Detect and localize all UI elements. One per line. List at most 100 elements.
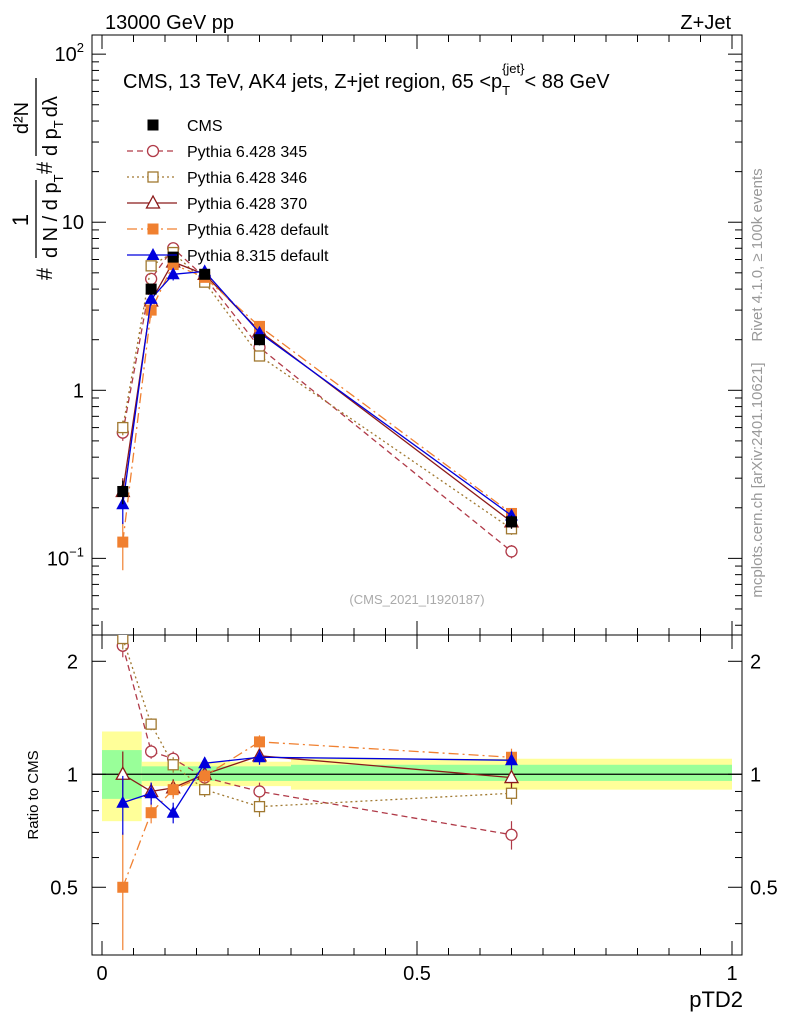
plot-title: CMS, 13 TeV, AK4 jets, Z+jet region, 65 … <box>123 61 610 98</box>
title-tail: < 88 GeV <box>525 71 611 93</box>
main-line-2 <box>122 261 512 523</box>
ylabel-prefix: # <box>32 267 57 280</box>
main-point-1 <box>253 350 266 362</box>
main-y-tick-label: 102 <box>55 40 84 66</box>
ratio-point-3 <box>145 807 157 819</box>
main-point-1 <box>117 421 129 434</box>
ylabel-frac-num: 1 <box>8 214 33 226</box>
legend-label-2: Pythia 6.428 346 <box>187 170 307 187</box>
ratio-point-4 <box>198 756 212 769</box>
title-main: CMS, 13 TeV, AK4 jets, Z+jet region, 65 … <box>123 71 502 93</box>
main-y-axis-label: # 1 d N / d pT # d²N d pTdλ <box>8 78 66 280</box>
data-point <box>254 334 265 346</box>
ratio-y-tick-label-left: 1 <box>67 764 78 786</box>
title-sub: T <box>502 83 510 98</box>
mcplots-source-label: mcplots.cern.ch [arXiv:2401.10621] <box>749 362 766 597</box>
main-point-0 <box>505 545 518 558</box>
ratio-series-layer <box>115 635 520 951</box>
main-line-1 <box>122 251 512 530</box>
ratio-point-1 <box>117 635 129 645</box>
ratio-y-tick-label-right: 0.5 <box>750 877 778 899</box>
ratio-point-4 <box>505 753 518 766</box>
legend-entry-5: Pythia 8.315 default <box>127 248 329 265</box>
main-point-0 <box>144 272 158 286</box>
legend-label-3: Pythia 6.428 370 <box>187 196 307 213</box>
main-line-0 <box>122 247 512 552</box>
legend: CMS Pythia 6.428 345 Pythia 6.428 346 Pythi… <box>127 118 329 265</box>
legend-label-4: Pythia 6.428 default <box>187 222 329 239</box>
ratio-y-tick-label-left: 2 <box>67 651 78 673</box>
main-y-tick-label: 10−1 <box>47 544 84 570</box>
legend-marker-1 <box>146 144 160 158</box>
ratio-point-0 <box>144 745 158 758</box>
ratio-point-0 <box>505 828 518 841</box>
ratio-point-1 <box>167 759 179 771</box>
legend-marker-4 <box>147 223 159 235</box>
ratio-point-3 <box>199 770 211 782</box>
legend-label-0: CMS <box>187 118 223 135</box>
legend-entry-0: CMS <box>147 118 223 135</box>
main-y-tick-label: 10 <box>62 212 84 234</box>
ratio-point-1 <box>253 800 266 813</box>
ratio-panel-frame <box>91 634 743 956</box>
main-point-1 <box>145 260 157 272</box>
ratio-point-3 <box>167 784 179 796</box>
main-point-4 <box>166 267 180 280</box>
data-point <box>117 485 129 497</box>
axis-tick-labels: 10−1 1 10 102 0.5 0.5 1 1 2 2 0 0.5 1 <box>47 40 778 985</box>
legend-marker-2 <box>147 171 159 183</box>
main-line-3 <box>122 263 512 543</box>
main-point-3 <box>167 259 179 271</box>
legend-marker-3 <box>145 194 161 209</box>
legend-entry-4: Pythia 6.428 default <box>127 222 329 239</box>
main-series-layer <box>115 242 520 571</box>
legend-entry-2: Pythia 6.428 346 <box>127 170 307 187</box>
main-point-4 <box>144 291 158 304</box>
ratio-point-4 <box>116 795 130 808</box>
ylabel-frac2-num: d²N <box>11 102 33 134</box>
ratio-y-tick-label-right: 2 <box>750 651 761 673</box>
ratio-point-3 <box>254 736 265 748</box>
main-y-tick-label: 1 <box>73 380 84 402</box>
legend-marker-0 <box>147 119 159 131</box>
legend-label-1: Pythia 6.428 345 <box>187 144 307 161</box>
ratio-point-4 <box>144 786 158 799</box>
legend-entry-1: Pythia 6.428 345 <box>127 144 307 161</box>
ratio-line-0 <box>122 645 512 836</box>
x-axis-label: pTD2 <box>689 987 743 1012</box>
x-tick-label: 0 <box>96 963 107 985</box>
ylabel-mid: # <box>32 161 57 174</box>
ratio-line-1 <box>122 638 512 808</box>
main-line-4 <box>122 270 512 516</box>
ratio-point-4 <box>253 750 266 763</box>
ratio-y-tick-label-right: 1 <box>750 764 761 786</box>
x-tick-label: 1 <box>726 963 737 985</box>
ratio-point-4 <box>166 805 180 818</box>
header-energy: 13000 GeV pp <box>105 12 234 34</box>
ratio-point-1 <box>505 787 518 799</box>
ratio-line-2 <box>122 755 512 793</box>
legend-label-5: Pythia 8.315 default <box>187 248 329 265</box>
analysis-tag: (CMS_2021_I1920187) <box>349 592 484 607</box>
ratio-y-tick-label-left: 0.5 <box>50 877 78 899</box>
x-tick-label: 0.5 <box>403 963 431 985</box>
header-process: Z+Jet <box>680 12 731 34</box>
data-point <box>506 516 517 528</box>
ratio-y-axis-label: Ratio to CMS <box>25 750 42 839</box>
main-point-3 <box>117 536 129 548</box>
ratio-line-3 <box>122 741 512 888</box>
ratio-point-1 <box>145 718 157 730</box>
data-point <box>167 251 179 263</box>
data-point <box>199 268 211 280</box>
band-inner-1 <box>141 766 291 781</box>
main-point-3 <box>145 304 157 316</box>
ratio-point-3 <box>117 881 129 893</box>
axis-ticks <box>92 35 742 955</box>
legend-entry-3: Pythia 6.428 370 <box>127 194 307 213</box>
title-sup: {jet} <box>502 61 525 76</box>
ylabel-frac2-den: d pTdλ <box>40 96 66 156</box>
legend-marker-5 <box>146 248 160 260</box>
ylabel-frac-den: d N / d pT <box>40 174 66 258</box>
